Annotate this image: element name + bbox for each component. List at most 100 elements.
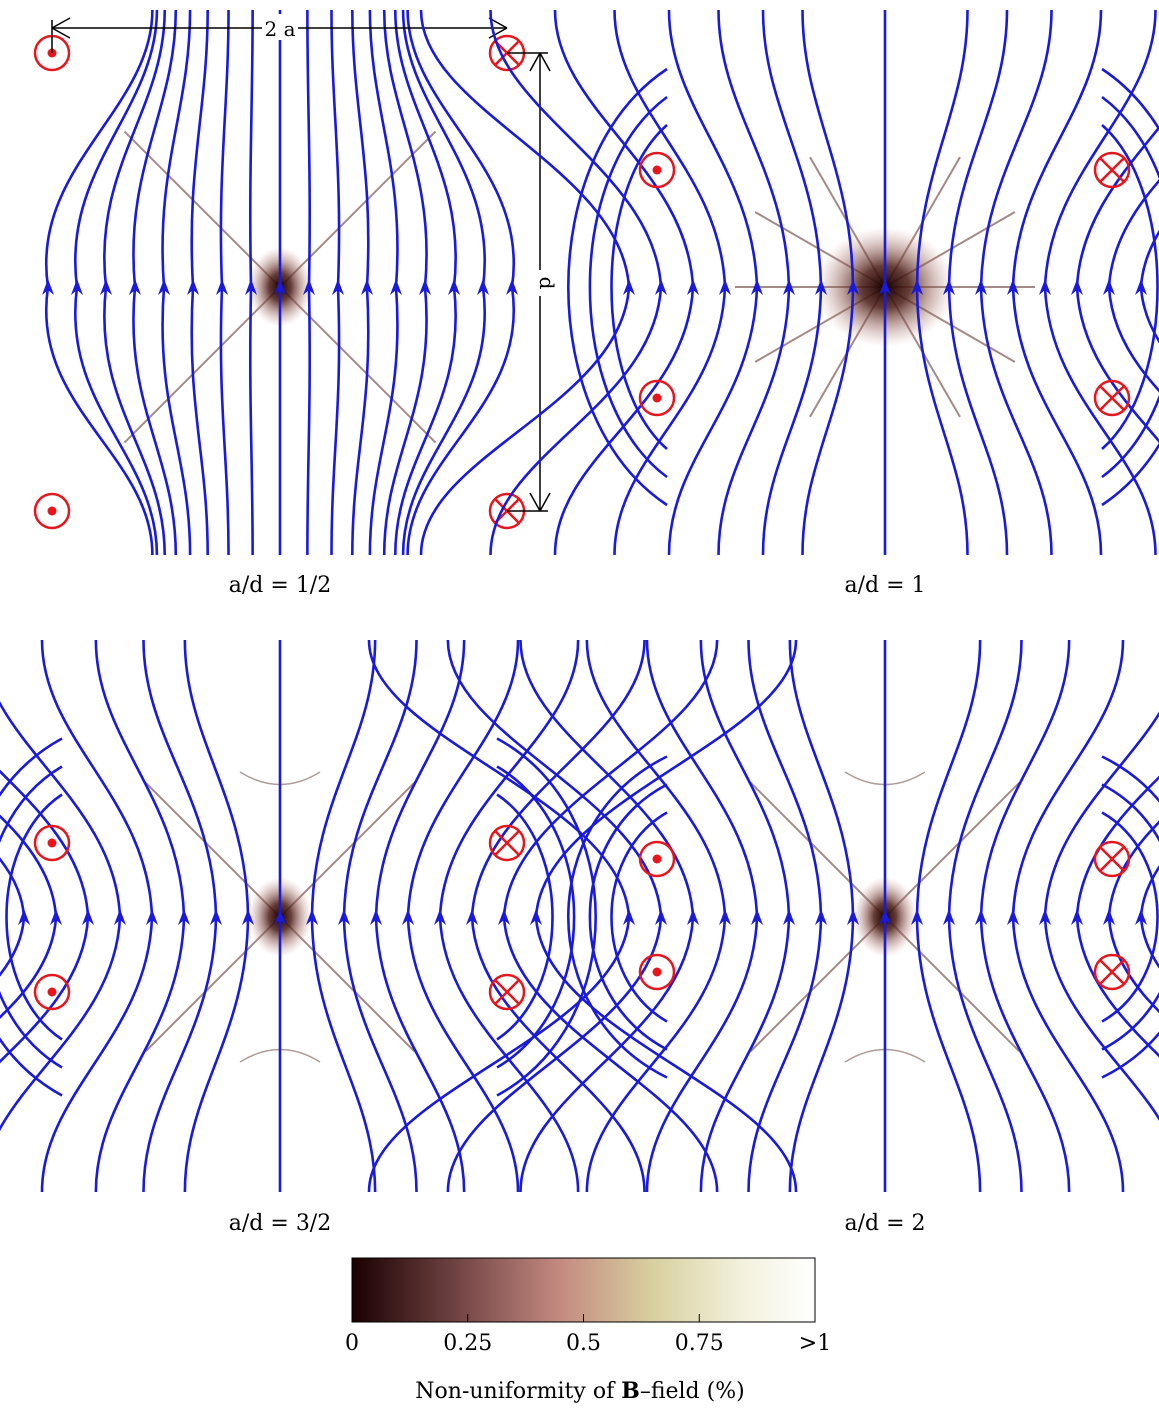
return-field-line [0, 765, 63, 1069]
width-label: 2 a [264, 17, 295, 41]
return-field-line [567, 755, 668, 1079]
field-arrow [402, 909, 414, 925]
field-arrow [1007, 909, 1019, 925]
field-line [553, 9, 695, 556]
field-line [368, 9, 399, 556]
panel-p4: a/d = 2 [367, 639, 1159, 1236]
field-arrow [847, 279, 859, 295]
return-field-line [610, 811, 668, 1023]
field-arrow [943, 909, 955, 925]
field-arrow [274, 909, 286, 925]
field-arrow [719, 279, 731, 295]
field-arrow [975, 909, 987, 925]
return-field-line [5, 793, 63, 1041]
return-field-line [1101, 755, 1159, 1079]
field-line [382, 9, 428, 556]
current-out-symbol [33, 492, 71, 530]
field-line [1011, 9, 1103, 556]
field-arrow [242, 909, 254, 925]
field-arrow [50, 909, 62, 925]
field-line [94, 639, 186, 1193]
panel-label: a/d = 1/2 [229, 573, 331, 598]
return-field-line [567, 67, 668, 507]
field-arrow [419, 279, 431, 295]
field-arrow [719, 909, 731, 925]
colorbar-tick-label: >1 [799, 1331, 831, 1356]
field-lines [367, 639, 1159, 1193]
colorbar-tick-label: 0 [345, 1331, 359, 1356]
field-arrow [751, 279, 763, 295]
current-in-symbol [488, 973, 526, 1011]
field-arrow [655, 279, 667, 295]
colorbar-title: Non-uniformity of B–field (%) [415, 1378, 744, 1404]
field-arrow [332, 279, 344, 295]
field-arrow [216, 279, 228, 295]
current-in-symbol [1093, 840, 1131, 878]
return-field-line [1101, 783, 1159, 1051]
return-field-line [1101, 95, 1159, 479]
field-line [374, 639, 466, 1193]
field-arrow [100, 279, 112, 295]
field-line [0, 700, 122, 1132]
field-arrow [361, 279, 373, 295]
field-arrow [506, 279, 518, 295]
field-arrow [71, 279, 83, 295]
field-line [401, 9, 486, 556]
current-out-symbol [638, 953, 676, 991]
return-field-line [1101, 124, 1159, 450]
field-arrow [1103, 909, 1115, 925]
field-arrow [1071, 279, 1083, 295]
field-arrow [18, 909, 30, 925]
field-arrow [623, 279, 635, 295]
field-line [161, 9, 192, 556]
field-arrow [1039, 279, 1051, 295]
field-arrow [82, 909, 94, 925]
return-field-line [496, 793, 554, 1041]
field-lines [0, 639, 798, 1193]
field-arrow [943, 279, 955, 295]
field-arrow [911, 279, 923, 295]
field-arrow [783, 279, 795, 295]
field-arrow [879, 279, 891, 295]
return-field-line [0, 737, 63, 1097]
field-lines [42, 9, 518, 556]
field-arrow [303, 279, 315, 295]
field-arrow [1071, 909, 1083, 925]
panel-p2: a/d = 1 [419, 9, 1159, 598]
field-arrow [530, 909, 542, 925]
panel-p1: 2 a d a/d = 1/2 [33, 9, 559, 598]
field-arrow [448, 279, 460, 295]
field-line [979, 9, 1053, 556]
field-line [1075, 125, 1159, 444]
field-line [717, 9, 791, 556]
field-arrow [879, 909, 891, 925]
field-line [1107, 178, 1159, 393]
current-in-symbol [1093, 953, 1131, 991]
field-arrow [1135, 279, 1147, 295]
return-field-line [496, 737, 597, 1097]
field-arrow [477, 279, 489, 295]
field-line [979, 639, 1071, 1193]
height-label: d [535, 277, 559, 290]
field-arrow [146, 909, 158, 925]
field-line [699, 639, 791, 1193]
field-arrow [245, 279, 257, 295]
field-arrow [129, 279, 141, 295]
colorbar-tick-label: 0.5 [566, 1331, 601, 1356]
field-arrow [274, 279, 286, 295]
colorbar-tick-label: 0.75 [675, 1331, 724, 1356]
field-arrow [210, 909, 222, 925]
panel-p3: a/d = 3/2 [0, 639, 798, 1236]
field-lines [419, 9, 1159, 556]
field-arrow [783, 909, 795, 925]
field-arrow [815, 279, 827, 295]
current-in-symbol [488, 824, 526, 862]
current-out-symbol [638, 151, 676, 189]
field-arrow [847, 909, 859, 925]
field-arrow [306, 909, 318, 925]
field-arrow [687, 909, 699, 925]
current-out-symbol [638, 379, 676, 417]
field-line [0, 814, 58, 1019]
return-field-line [588, 95, 668, 479]
